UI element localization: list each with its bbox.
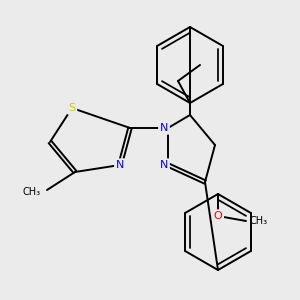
Text: N: N bbox=[116, 160, 124, 170]
Text: N: N bbox=[160, 123, 168, 133]
Text: O: O bbox=[214, 211, 222, 221]
Text: N: N bbox=[160, 160, 168, 170]
Text: CH₃: CH₃ bbox=[23, 187, 41, 197]
Text: CH₃: CH₃ bbox=[250, 216, 268, 226]
Text: S: S bbox=[68, 103, 76, 113]
